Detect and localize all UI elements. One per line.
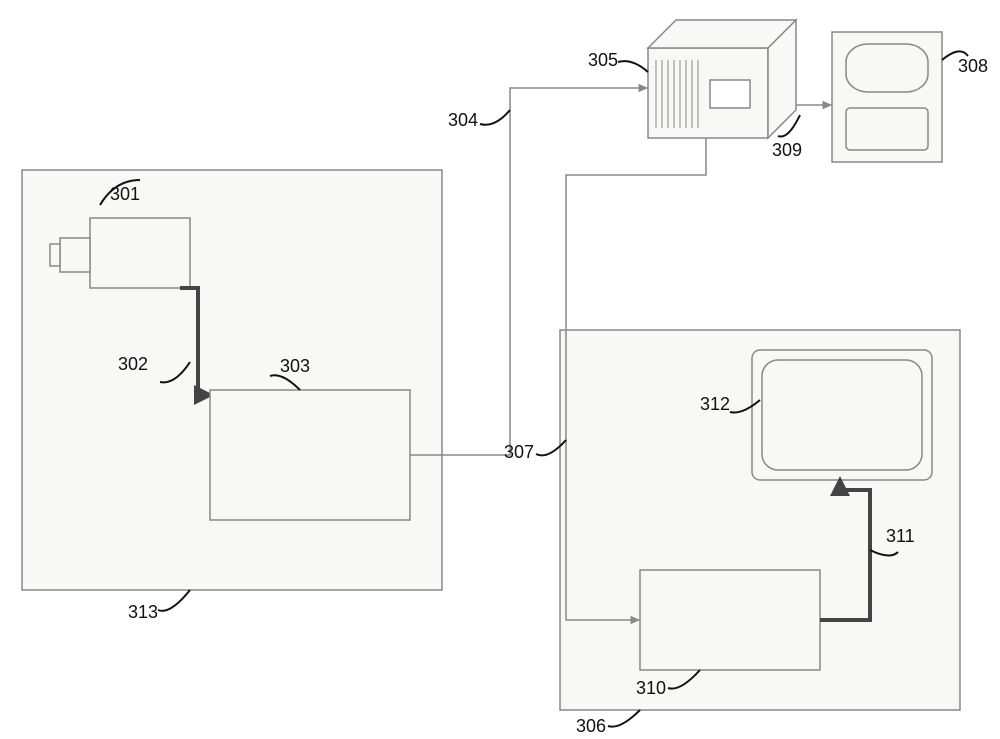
label-312: 312 xyxy=(700,394,730,414)
label-309: 309 xyxy=(772,140,802,160)
label-306: 306 xyxy=(576,716,606,736)
label-302: 302 xyxy=(118,354,148,374)
label-304: 304 xyxy=(448,110,478,130)
box-303 xyxy=(210,390,410,520)
box-310 xyxy=(640,570,820,670)
panel-308 xyxy=(832,32,942,162)
label-301: 301 xyxy=(110,184,140,204)
container-313 xyxy=(22,170,442,590)
server-305 xyxy=(648,20,796,138)
label-310: 310 xyxy=(636,678,666,698)
label-303: 303 xyxy=(280,356,310,376)
system-diagram: 301 302 303 304 305 306 307 308 309 310 … xyxy=(0,0,1000,739)
label-308: 308 xyxy=(958,56,988,76)
monitor-312 xyxy=(752,350,932,480)
label-305: 305 xyxy=(588,50,618,70)
label-313: 313 xyxy=(128,602,158,622)
label-307: 307 xyxy=(504,442,534,462)
label-311: 311 xyxy=(886,526,915,546)
